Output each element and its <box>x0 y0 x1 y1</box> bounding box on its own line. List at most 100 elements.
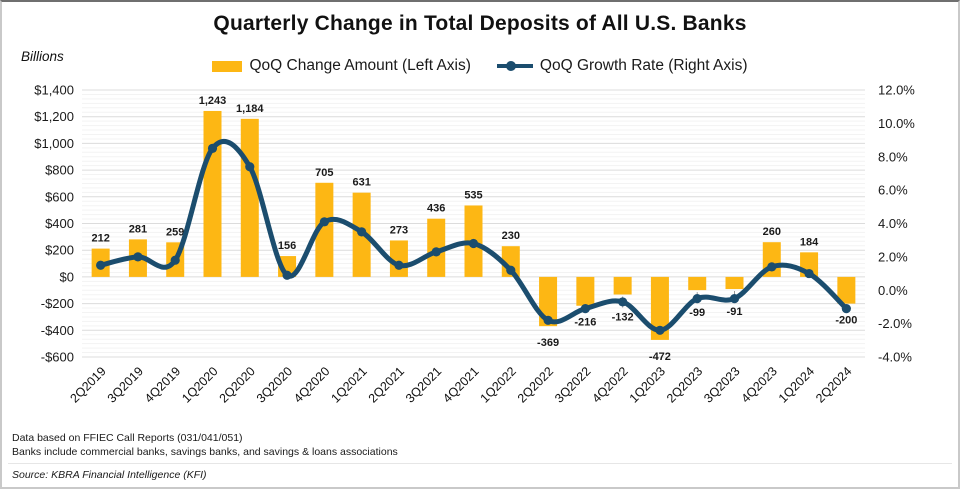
footnote-line-2: Banks include commercial banks, savings … <box>12 445 398 458</box>
left-axis-tick-label: $200 <box>45 243 74 258</box>
line-marker <box>282 270 292 280</box>
bar-data-label: 260 <box>763 226 781 238</box>
line-marker <box>618 297 628 307</box>
line-marker <box>729 293 740 304</box>
legend-label-bar: QoQ Change Amount (Left Axis) <box>249 57 471 74</box>
footer-divider <box>8 463 952 464</box>
chart-canvas: $1,400 $1,200 $1,000 $800 $600 $400 $200 $0 -$20… <box>34 83 915 406</box>
legend-item-bar: QoQ Change Amount (Left Axis) <box>212 57 471 75</box>
x-axis-tick-label: 2Q2023 <box>664 364 705 405</box>
right-axis-tick-label: 4.0% <box>878 216 908 231</box>
bar <box>688 276 707 291</box>
bar-data-label: -472 <box>649 351 671 363</box>
bar-series-swatch-icon <box>212 60 243 72</box>
x-axis-tick-label: 4Q2019 <box>142 364 183 405</box>
x-axis-tick-label: 3Q2022 <box>552 364 593 405</box>
right-axis-tick-label: -2.0% <box>878 316 912 331</box>
left-axis-tick-label: $800 <box>45 163 74 178</box>
bar-data-label: 281 <box>129 223 147 235</box>
x-axis-tick-label: 4Q2022 <box>589 364 630 405</box>
bar-data-label: 1,184 <box>236 103 264 115</box>
bar <box>501 246 520 277</box>
x-axis-tick-label: 2Q2024 <box>813 364 854 405</box>
left-axis-tick-label: $1,400 <box>34 83 74 98</box>
right-axis-tick-label: 12.0% <box>878 83 915 98</box>
line-marker <box>767 262 777 272</box>
bar-data-label: 273 <box>390 224 408 236</box>
growth-rate-line <box>98 139 849 333</box>
bar <box>576 276 595 306</box>
line-marker <box>133 252 143 262</box>
x-axis-tick-label: 1Q2023 <box>627 364 668 405</box>
left-axis-tick-label: $600 <box>45 189 74 204</box>
right-axis-tick-label: 8.0% <box>878 149 908 164</box>
bar-data-label: 184 <box>800 236 819 248</box>
left-axis-tick-label: -$600 <box>41 350 74 365</box>
left-axis-tick-label: $1,000 <box>34 136 74 151</box>
right-axis-tick-label: -4.0% <box>878 350 912 365</box>
bar-data-label: 631 <box>352 177 370 189</box>
right-axis-tick-label: 10.0% <box>878 116 915 131</box>
bar <box>725 276 744 290</box>
footnote-line-1: Data based on FFIEC Call Reports (031/04… <box>12 432 243 444</box>
line-series-swatch-icon <box>496 60 533 72</box>
line-marker <box>692 293 702 304</box>
line-marker <box>506 265 516 275</box>
bar-data-label: 436 <box>427 203 445 215</box>
bar-data-label: -91 <box>727 306 743 318</box>
line-marker <box>431 247 441 257</box>
x-axis-tick-label: 3Q2020 <box>254 364 295 405</box>
left-axis-tick-label: -$200 <box>41 296 74 311</box>
x-axis-tick-label: 2Q2020 <box>217 364 258 405</box>
bar-data-label: -216 <box>574 317 596 329</box>
x-axis-tick-label: 2Q2021 <box>366 364 407 405</box>
source-note: Source: KBRA Financial Intelligence (KFI… <box>12 469 207 481</box>
bar-data-label: 212 <box>91 233 109 245</box>
line-marker <box>580 304 590 314</box>
x-axis-tick-label: 4Q2020 <box>291 364 332 405</box>
x-axis-tick-label: 4Q2021 <box>440 364 481 405</box>
bar-data-label: -369 <box>537 337 559 349</box>
line-marker <box>207 143 218 154</box>
bar <box>837 276 856 304</box>
x-axis-tick-label: 2Q2019 <box>67 364 108 405</box>
chart-title: Quarterly Change in Total Deposits of Al… <box>213 12 747 35</box>
line-marker <box>170 255 180 265</box>
bar-data-label: 1,243 <box>199 95 227 107</box>
bar-data-label: -132 <box>612 312 634 324</box>
bar <box>203 110 222 277</box>
bar <box>650 276 669 340</box>
line-marker <box>245 162 255 172</box>
bar <box>240 118 259 277</box>
x-axis-tick-label: 2Q2022 <box>515 364 556 405</box>
x-axis-tick-label: 1Q2020 <box>179 364 220 405</box>
line-marker <box>96 260 106 270</box>
bar-data-label: -200 <box>835 315 857 327</box>
legend: QoQ Change Amount (Left Axis) QoQ Growth… <box>2 55 958 77</box>
left-axis-tick-label: -$400 <box>41 323 74 338</box>
left-axis-unit-label: Billions <box>21 49 64 64</box>
bar-data-label: 535 <box>464 189 482 201</box>
line-marker <box>468 238 479 249</box>
line-marker <box>841 304 851 314</box>
x-axis-tick-label: 1Q2022 <box>478 364 519 405</box>
right-axis-tick-label: 0.0% <box>878 283 908 298</box>
x-axis-tick-label: 3Q2021 <box>403 364 444 405</box>
line-marker <box>655 325 665 335</box>
bar-data-label: 705 <box>315 167 333 179</box>
bar <box>613 276 632 295</box>
legend-label-line: QoQ Growth Rate (Right Axis) <box>539 57 748 74</box>
x-axis-tick-label: 3Q2019 <box>105 364 146 405</box>
left-axis-tick-label: $1,200 <box>34 109 74 124</box>
x-axis-tick-label: 4Q2023 <box>739 364 780 405</box>
x-axis-tick-label: 1Q2021 <box>328 364 369 405</box>
right-axis-tick-label: 6.0% <box>878 183 908 198</box>
line-marker <box>394 260 404 270</box>
line-marker <box>804 268 814 279</box>
bar-data-label: -99 <box>689 307 705 319</box>
line-marker <box>357 227 367 237</box>
right-axis-tick-label: 2.0% <box>878 249 908 264</box>
left-axis-tick-label: $400 <box>45 216 74 231</box>
bar-data-label: 230 <box>502 230 520 242</box>
